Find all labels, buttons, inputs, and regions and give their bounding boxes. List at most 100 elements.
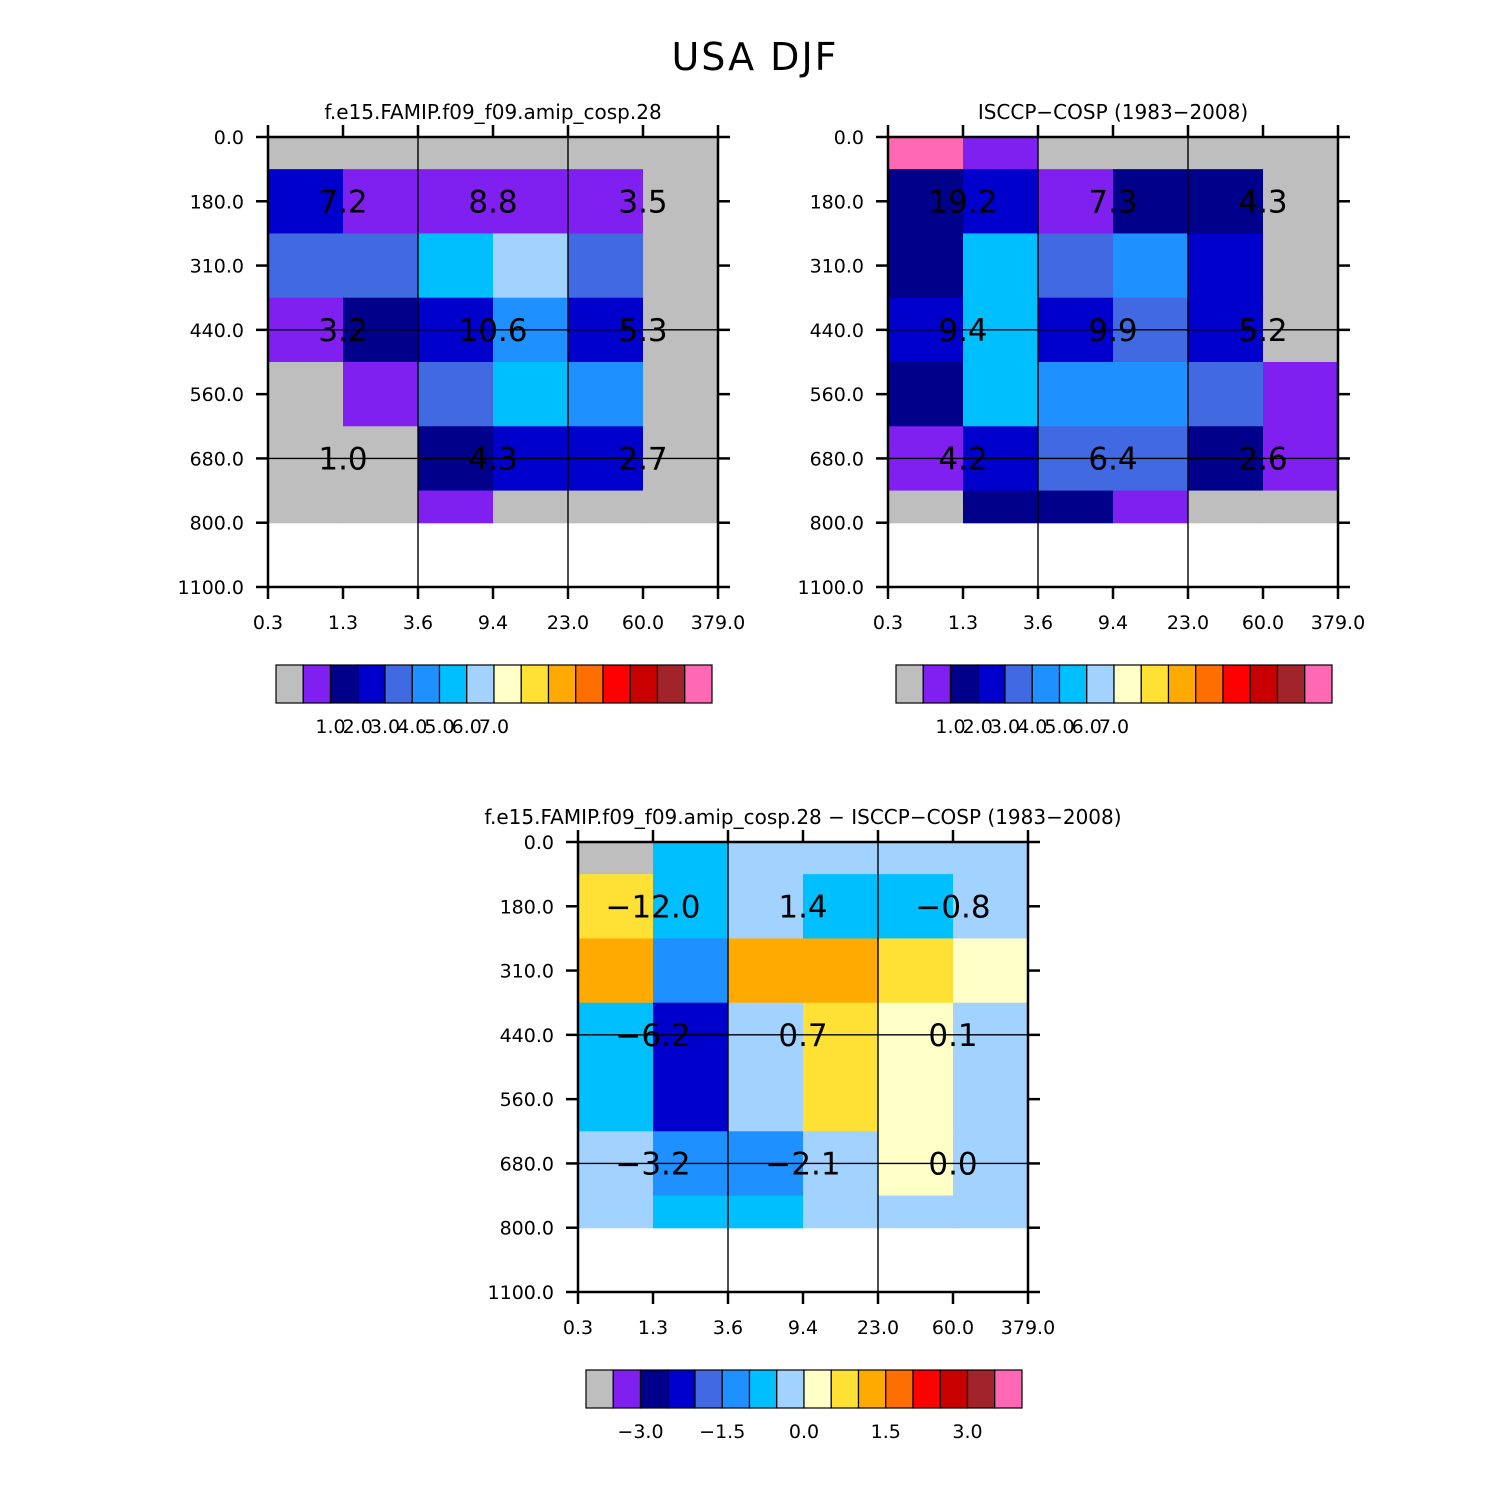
colorbar-swatch: [639, 1369, 669, 1409]
heatmap-cell: [728, 1067, 804, 1132]
heatmap-cell: [643, 362, 719, 427]
heatmap-cell: [1038, 169, 1114, 235]
colorbar-swatch: [302, 664, 332, 704]
heatmap-cell: [888, 233, 964, 299]
cell-value-label: −2.1: [765, 1146, 840, 1182]
heatmap-cell: [343, 169, 419, 235]
colorbar-swatch: [1167, 664, 1197, 704]
colorbar-swatch: [1004, 664, 1033, 704]
cell-value-label: 6.4: [1088, 441, 1137, 477]
x-tick-label: 379.0: [1001, 1317, 1055, 1339]
cell-value-label: 0.1: [928, 1018, 977, 1054]
heatmap-cell: [643, 137, 719, 170]
y-tick-label: 440.0: [190, 320, 244, 342]
heatmap-cell: [653, 938, 729, 1004]
colorbar-label: 5.0: [424, 716, 454, 738]
panel-title: f.e15.FAMIP.f09_f09.amip_cosp.28 − ISCCP…: [484, 805, 1121, 829]
y-tick-label: 800.0: [190, 513, 244, 535]
cell-value-label: −3.2: [615, 1146, 690, 1182]
cell-value-label: 4.3: [468, 441, 517, 477]
colorbar-swatch: [885, 1369, 914, 1409]
heatmap-cell: [343, 233, 419, 299]
heatmap-cell: [1038, 362, 1114, 427]
x-tick-label: 3.6: [403, 612, 433, 634]
colorbar-label: −3.0: [617, 1421, 663, 1443]
colorbar-swatch: [547, 664, 577, 704]
heatmap-cell: [343, 490, 419, 524]
heatmap-cell: [418, 362, 494, 427]
y-tick-label: 1100.0: [488, 1282, 554, 1304]
colorbar-label: 0.0: [789, 1421, 819, 1443]
heatmap-cell: [953, 874, 1029, 940]
x-tick-label: 9.4: [1098, 612, 1128, 634]
heatmap-cell: [493, 233, 569, 299]
colorbar-label: 7.0: [1099, 716, 1129, 738]
colorbar-swatch: [466, 664, 495, 704]
heatmap-cell: [878, 938, 954, 1004]
heatmap-cell: [268, 233, 344, 299]
heatmap-cell: [888, 362, 964, 427]
heatmap-cell: [963, 233, 1039, 299]
heatmap-cell: [1113, 169, 1189, 235]
colorbar-swatch: [1031, 664, 1061, 704]
y-tick-label: 0.0: [524, 832, 554, 854]
y-tick-label: 680.0: [500, 1153, 554, 1175]
x-tick-label: 0.3: [563, 1317, 593, 1339]
colorbar-swatch: [1058, 664, 1088, 704]
colorbar-swatch: [977, 664, 1006, 704]
cell-value-label: −0.8: [915, 889, 990, 925]
heatmap-cell: [568, 137, 644, 170]
y-tick-label: 440.0: [810, 320, 864, 342]
heatmap-cell: [728, 874, 804, 940]
heatmap-cell: [643, 169, 719, 235]
heatmap-cell: [578, 1195, 654, 1229]
y-tick-label: 560.0: [190, 384, 244, 406]
colorbar-label: 4.0: [397, 716, 427, 738]
y-tick-label: 310.0: [810, 256, 864, 278]
y-tick-label: 560.0: [810, 384, 864, 406]
colorbar-swatch: [612, 1369, 642, 1409]
colorbar-swatch: [1113, 664, 1142, 704]
heatmap-cell: [1188, 169, 1264, 235]
x-tick-label: 60.0: [1242, 612, 1284, 634]
cell-value-label: 3.2: [318, 313, 367, 349]
colorbar-swatch: [411, 664, 441, 704]
heatmap-cell: [493, 169, 569, 235]
colorbar-label: 6.0: [452, 716, 482, 738]
heatmap-cell: [803, 938, 879, 1004]
colorbar-swatch: [384, 664, 413, 704]
heatmap-cell: [578, 938, 654, 1004]
heatmap-cell: [888, 137, 964, 170]
x-tick-label: 23.0: [857, 1317, 899, 1339]
cell-value-label: 10.6: [458, 313, 527, 349]
colorbar-swatch: [949, 664, 979, 704]
colorbar-label: 6.0: [1072, 716, 1102, 738]
x-tick-label: 9.4: [788, 1317, 818, 1339]
heatmap-cell: [1188, 233, 1264, 299]
heatmap-cell: [953, 938, 1029, 1004]
colorbar-swatch: [912, 1369, 941, 1409]
heatmap-cell: [1113, 362, 1189, 427]
heatmap-cell: [418, 233, 494, 299]
heatmap-cell: [418, 490, 494, 524]
cell-value-label: 5.3: [618, 313, 667, 349]
y-tick-label: 800.0: [810, 513, 864, 535]
y-tick-label: 310.0: [190, 256, 244, 278]
colorbar-swatch: [994, 1369, 1023, 1409]
colorbar-swatch: [721, 1369, 751, 1409]
heatmap-cell: [878, 1067, 954, 1132]
colorbar-swatch: [966, 1369, 996, 1409]
heatmap-cell: [653, 874, 729, 940]
heatmap-cell: [963, 362, 1039, 427]
heatmap-cell: [1038, 233, 1114, 299]
heatmap-cell: [268, 362, 344, 427]
heatmap-cell: [1038, 137, 1114, 170]
panel-title: ISCCP−COSP (1983−2008): [978, 100, 1248, 124]
x-tick-label: 23.0: [1167, 612, 1209, 634]
heatmap-cell: [1113, 490, 1189, 524]
x-tick-label: 1.3: [328, 612, 358, 634]
heatmap-cell: [1263, 137, 1339, 170]
heatmap-cell: [888, 169, 964, 235]
y-tick-label: 680.0: [190, 448, 244, 470]
heatmap-cell: [953, 842, 1029, 875]
